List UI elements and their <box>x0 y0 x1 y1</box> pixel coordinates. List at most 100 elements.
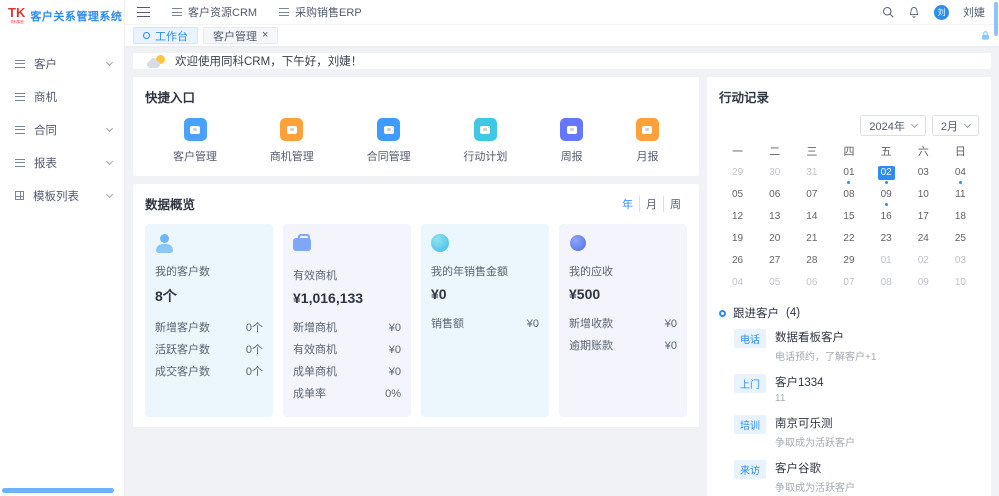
close-tab-icon[interactable]: × <box>262 29 269 41</box>
tab-options-lock-icon[interactable] <box>980 30 991 41</box>
search-icon[interactable] <box>882 6 894 18</box>
quick-entry-item[interactable]: 合同管理 <box>367 118 411 164</box>
calendar-day[interactable]: 17 <box>905 208 942 230</box>
user-name[interactable]: 刘婕 <box>963 7 985 19</box>
chevron-down-icon <box>105 124 114 133</box>
dashboard-columns: 快捷入口 客户管理 商机管理 合同管理 行动计划 周报 月报 数据概览 年月周 我的客户数… <box>133 77 991 496</box>
tile-glyph <box>286 125 297 134</box>
user-avatar[interactable]: 刘 <box>934 4 949 20</box>
calendar-day[interactable]: 19 <box>719 230 756 252</box>
followup-item[interactable]: 培训 南京可乐测 争取成为活跃客户 <box>734 415 979 449</box>
calendar-day[interactable]: 06 <box>756 186 793 208</box>
calendar-day[interactable]: 02 <box>905 252 942 274</box>
calendar-day[interactable]: 23 <box>868 230 905 252</box>
year-select[interactable]: 2024年 <box>860 115 926 136</box>
calendar-day[interactable]: 26 <box>719 252 756 274</box>
followup-body: 客户谷歌 争取成为活跃客户 <box>775 460 855 494</box>
topbar-menu-erp[interactable]: 采购销售ERP <box>279 4 362 20</box>
stat-card: 我的年销售金额 ¥0 销售额 ¥0 <box>421 224 549 417</box>
period-option[interactable]: 月 <box>639 195 663 212</box>
sidebar-horizontal-scrollbar[interactable] <box>2 488 114 493</box>
calendar-day[interactable]: 10 <box>942 274 979 296</box>
calendar-day[interactable]: 04 <box>942 164 979 186</box>
followup-item[interactable]: 电话 数据看板客户 电话预约，了解客户+1 <box>734 329 979 363</box>
calendar-day[interactable]: 04 <box>719 274 756 296</box>
calendar-day[interactable]: 08 <box>868 274 905 296</box>
stat-value: ¥1,016,133 <box>293 290 364 306</box>
calendar-day[interactable]: 05 <box>719 186 756 208</box>
collapse-sidebar-icon[interactable] <box>137 7 150 17</box>
calendar-day[interactable]: 02 <box>868 164 905 186</box>
stat-label: 我的年销售金额 <box>431 266 508 278</box>
tile-glyph <box>383 125 394 134</box>
calendar-day[interactable]: 03 <box>905 164 942 186</box>
calendar-day[interactable]: 13 <box>756 208 793 230</box>
calendar-day[interactable]: 16 <box>868 208 905 230</box>
calendar-day[interactable]: 08 <box>830 186 867 208</box>
day-number: 06 <box>806 277 818 288</box>
calendar-day[interactable]: 03 <box>942 252 979 274</box>
calendar-day[interactable]: 07 <box>793 186 830 208</box>
calendar-day[interactable]: 21 <box>793 230 830 252</box>
quick-entry-item[interactable]: 月报 <box>635 118 659 164</box>
calendar-day[interactable]: 01 <box>830 164 867 186</box>
topbar-menu-crm[interactable]: 客户资源CRM <box>172 4 257 20</box>
sidebar-item[interactable]: 合同 <box>0 113 124 146</box>
stat-row-value: 0个 <box>245 344 263 356</box>
calendar-day[interactable]: 24 <box>905 230 942 252</box>
followup-item[interactable]: 来访 客户谷歌 争取成为活跃客户 <box>734 460 979 494</box>
day-number: 09 <box>917 277 929 288</box>
sidebar-menu: 客户 商机 合同 报表 模板列表 <box>0 33 124 212</box>
quick-entry-item[interactable]: 客户管理 <box>173 118 217 164</box>
calendar-day[interactable]: 09 <box>868 186 905 208</box>
period-option[interactable]: 周 <box>663 195 687 212</box>
sidebar-item[interactable]: 报表 <box>0 146 124 179</box>
calendar-day[interactable]: 07 <box>830 274 867 296</box>
calendar-day[interactable]: 20 <box>756 230 793 252</box>
topbar-menu-label: 采购销售ERP <box>295 7 362 19</box>
quick-entry-item[interactable]: 行动计划 <box>463 118 507 164</box>
day-number: 05 <box>769 277 781 288</box>
stat-value: ¥500 <box>569 286 601 302</box>
day-number: 01 <box>843 167 855 178</box>
vertical-scrollbar[interactable] <box>994 2 998 36</box>
period-option[interactable]: 年 <box>622 198 633 211</box>
followup-item[interactable]: 上门 客户1334 11 <box>734 374 979 404</box>
calendar-day[interactable]: 27 <box>756 252 793 274</box>
sidebar-item[interactable]: 模板列表 <box>0 179 124 212</box>
calendar-day[interactable]: 29 <box>830 252 867 274</box>
sidebar-item[interactable]: 客户 <box>0 47 124 80</box>
calendar-day[interactable]: 30 <box>756 164 793 186</box>
followup-item-title: 客户1334 <box>775 377 824 389</box>
overview-header: 数据概览 年月周 <box>145 194 687 213</box>
month-select[interactable]: 2月 <box>931 115 979 136</box>
calendar-day[interactable]: 05 <box>756 274 793 296</box>
tab-dot-icon <box>143 32 150 39</box>
stat-row: 成单率 0% <box>293 383 401 405</box>
day-number: 02 <box>917 255 929 266</box>
sidebar-item[interactable]: 商机 <box>0 80 124 113</box>
calendar-day[interactable]: 12 <box>719 208 756 230</box>
calendar-day[interactable]: 28 <box>793 252 830 274</box>
app-tile-icon <box>635 118 659 141</box>
followup-body: 南京可乐测 争取成为活跃客户 <box>775 415 855 449</box>
calendar-day[interactable]: 09 <box>905 274 942 296</box>
calendar-day[interactable]: 10 <box>905 186 942 208</box>
stat-label: 有效商机 <box>293 270 337 282</box>
calendar-day[interactable]: 06 <box>793 274 830 296</box>
calendar-day[interactable]: 31 <box>793 164 830 186</box>
calendar-day[interactable]: 18 <box>942 208 979 230</box>
calendar-day[interactable]: 25 <box>942 230 979 252</box>
tab-workbench[interactable]: 工作台 <box>133 27 198 44</box>
calendar-day[interactable]: 01 <box>868 252 905 274</box>
quick-entry-item[interactable]: 商机管理 <box>270 118 314 164</box>
calendar-day[interactable]: 15 <box>830 208 867 230</box>
calendar-day[interactable]: 14 <box>793 208 830 230</box>
bell-icon[interactable] <box>908 6 920 18</box>
calendar-day[interactable]: 22 <box>830 230 867 252</box>
calendar: 一 二 三 四 五 六 日 29 30 31 01 02 03 04 05 06 07 08 09 10 11 12 13… <box>719 143 979 296</box>
calendar-day[interactable]: 29 <box>719 164 756 186</box>
quick-entry-item[interactable]: 周报 <box>560 118 584 164</box>
tab-customer-management[interactable]: 客户管理 × <box>203 27 279 44</box>
calendar-day[interactable]: 11 <box>942 186 979 208</box>
